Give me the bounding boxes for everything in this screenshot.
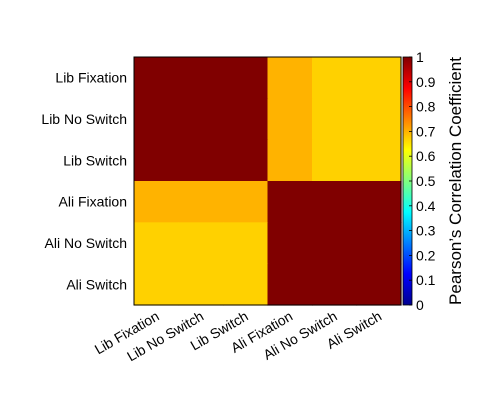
heatmap-cell <box>178 181 224 223</box>
colorbar-tick-label: 0.7 <box>416 123 436 139</box>
heatmap-cell <box>223 181 269 223</box>
row-label: Lib No Switch <box>41 111 127 127</box>
heatmap-cell <box>134 222 180 265</box>
colorbar-label: Pearson’s Correlation Coefficient <box>446 57 465 305</box>
colorbar-tick-label: 0.1 <box>416 272 436 288</box>
heatmap-cell <box>267 98 313 141</box>
heatmap-cell <box>134 139 180 182</box>
heatmap-cell <box>312 181 358 223</box>
heatmap-cell <box>356 139 402 182</box>
heatmap-cell <box>223 139 269 182</box>
heatmap-cells <box>134 57 402 306</box>
plot-frame <box>133 56 402 306</box>
colorbar-tick-label: 0.2 <box>416 247 436 263</box>
heatmap-cell <box>134 263 180 306</box>
colorbar-tick-label: 0.5 <box>416 173 436 189</box>
heatmap-cell <box>356 57 402 99</box>
heatmap-cell <box>223 222 269 265</box>
heatmap-cell <box>134 57 180 99</box>
heatmap-cell <box>267 139 313 182</box>
heatmap-cell <box>134 98 180 141</box>
row-label: Ali Switch <box>66 276 127 292</box>
colorbar-tick-label: 0.9 <box>416 74 436 90</box>
heatmap-cell <box>223 57 269 99</box>
heatmap-cell <box>178 57 224 99</box>
row-label: Lib Fixation <box>55 70 127 86</box>
row-label: Ali No Switch <box>45 235 127 251</box>
heatmap-cell <box>178 222 224 265</box>
heatmap-cell <box>134 181 180 223</box>
colorbar-tick-label: 1 <box>416 49 424 65</box>
heatmap-cell <box>267 263 313 306</box>
heatmap-cell <box>356 181 402 223</box>
heatmap-cell <box>312 57 358 99</box>
colorbar-ticks: 0 0.1 0.2 0.3 0.4 0.5 0.6 0.7 0.8 0.9 1 <box>409 49 436 313</box>
heatmap-cell <box>356 222 402 265</box>
colorbar-tick-label: 0.3 <box>416 223 436 239</box>
heatmap-cell <box>178 139 224 182</box>
heatmap-cell <box>312 139 358 182</box>
heatmap-cell <box>223 98 269 141</box>
heatmap-cell <box>312 98 358 141</box>
heatmap-cell <box>356 263 402 306</box>
heatmap-cell <box>356 98 402 141</box>
heatmap-cell <box>312 263 358 306</box>
row-label: Lib Switch <box>63 152 127 168</box>
heatmap-cell <box>178 98 224 141</box>
heatmap-cell <box>312 222 358 265</box>
colorbar-tick-label: 0 <box>416 297 424 313</box>
heatmap-cell <box>267 181 313 223</box>
row-label: Ali Fixation <box>59 194 127 210</box>
colorbar-tick-label: 0.6 <box>416 148 436 164</box>
heatmap-cell <box>267 57 313 99</box>
heatmap-cell <box>223 263 269 306</box>
colorbar-tick-label: 0.8 <box>416 99 436 115</box>
colorbar-tick-label: 0.4 <box>416 198 436 214</box>
heatmap-cell <box>178 263 224 306</box>
row-labels: Lib Fixation Lib No Switch Lib Switch Ali F… <box>41 70 127 293</box>
heatmap-cell <box>267 222 313 265</box>
